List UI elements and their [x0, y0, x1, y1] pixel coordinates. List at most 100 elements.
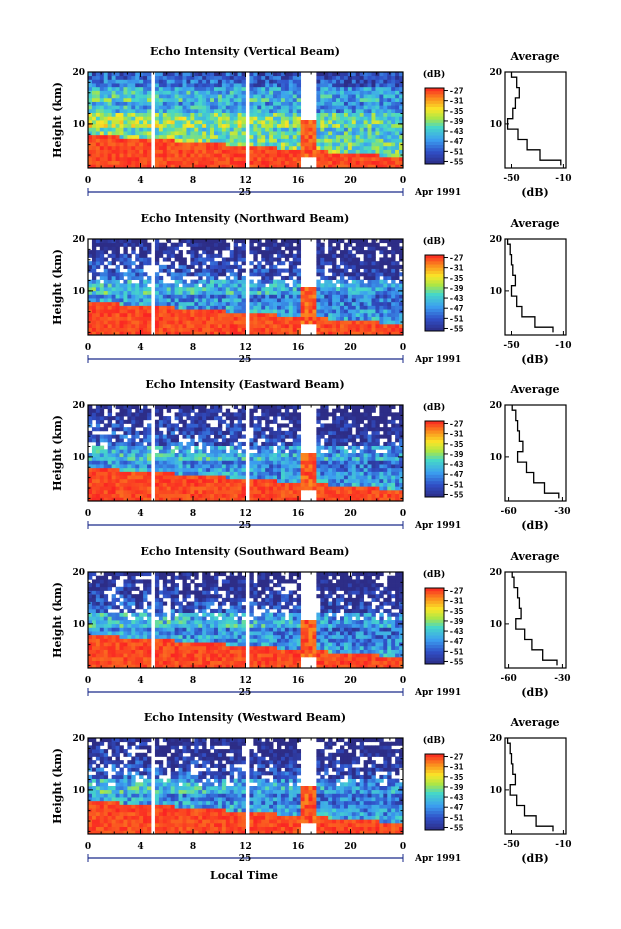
- average-frame: [504, 404, 567, 502]
- y-tick-label: 20: [72, 68, 85, 78]
- colorbar-segment: [425, 446, 444, 450]
- average-x-tick-label: -10: [555, 174, 571, 184]
- colorbar-tick-label: -27: [449, 753, 464, 762]
- colorbar-segment: [425, 626, 444, 630]
- average-x-tick-label: -60: [500, 507, 516, 517]
- x-tick-label: 0: [85, 343, 91, 353]
- colorbar-segment: [425, 591, 444, 595]
- average-x-tick-label: -50: [503, 840, 519, 850]
- colorbar-segment: [425, 481, 444, 485]
- colorbar-segment: [425, 103, 444, 108]
- panel-title: Echo Intensity (Vertical Beam): [150, 45, 340, 58]
- heatmap: [88, 572, 404, 669]
- colorbar-segment: [425, 814, 444, 818]
- average-frame: [504, 571, 567, 669]
- colorbar-segment: [425, 267, 444, 272]
- colorbar-segment: [425, 474, 444, 479]
- colorbar-segment: [425, 132, 444, 136]
- x-tick-label: 0: [85, 176, 91, 186]
- average-y-tick-label: 10: [489, 120, 502, 130]
- average-y-tick-label: 10: [489, 786, 502, 796]
- colorbar-segment: [425, 261, 444, 265]
- x-tick-label: 0: [400, 509, 406, 519]
- colorbar-segment: [425, 600, 444, 605]
- colorbar-segment: [425, 641, 444, 646]
- colorbar-tick-label: -47: [449, 637, 464, 646]
- colorbar-segment: [425, 283, 444, 288]
- colorbar-segment: [425, 107, 444, 111]
- average-x-axis-title: (dB): [521, 852, 548, 865]
- colorbar-segment: [425, 145, 444, 149]
- average-x-tick-label: -50: [503, 341, 519, 351]
- colorbar-segment: [425, 823, 444, 828]
- average-profile-line: [506, 239, 554, 333]
- colorbar-segment: [425, 588, 444, 592]
- average-profile-line: [506, 72, 562, 166]
- colorbar-frame: [424, 420, 445, 498]
- average-title: Average: [509, 217, 559, 230]
- colorbar-segment: [425, 471, 444, 476]
- x-tick-label: 16: [292, 343, 305, 353]
- colorbar-segment: [425, 465, 444, 469]
- x-tick-label: 0: [85, 676, 91, 686]
- x-tick-label: 20: [344, 343, 357, 353]
- colorbar-tick-label: -47: [449, 803, 464, 812]
- colorbar-segment: [425, 296, 444, 300]
- colorbar-segment: [425, 484, 444, 488]
- panel-title: Echo Intensity (Southward Beam): [141, 545, 350, 558]
- colorbar-tick-label: -55: [449, 324, 464, 333]
- colorbar-segment: [425, 782, 444, 787]
- x-tick-label: 8: [190, 176, 196, 186]
- date-day-label: 25: [239, 854, 252, 864]
- x-tick-label: 8: [190, 842, 196, 852]
- colorbar-segment: [425, 299, 444, 303]
- colorbar-segment: [425, 651, 444, 655]
- colorbar-tick-label: -47: [449, 137, 464, 146]
- colorbar-segment: [425, 462, 444, 466]
- x-tick-label: 12: [239, 176, 252, 186]
- colorbar-tick-label: -43: [449, 294, 464, 303]
- x-tick-label: 20: [344, 509, 357, 519]
- panel-title: Echo Intensity (Eastward Beam): [145, 378, 344, 391]
- average-frame: [504, 737, 567, 835]
- heatmap: [88, 72, 404, 169]
- colorbar-tick-label: -55: [449, 157, 464, 166]
- colorbar-segment: [425, 490, 444, 495]
- colorbar-segment: [425, 801, 444, 806]
- colorbar-tick-label: -27: [449, 587, 464, 596]
- average-title: Average: [509, 550, 559, 563]
- x-tick-label: 20: [344, 842, 357, 852]
- colorbar-segment: [425, 277, 444, 281]
- colorbar-segment: [425, 820, 444, 825]
- colorbar-segment: [425, 635, 444, 640]
- colorbar-segment: [425, 817, 444, 821]
- colorbar-segment: [425, 270, 444, 275]
- colorbar-frame: [424, 587, 445, 665]
- date-day-label: 25: [239, 688, 252, 698]
- y-axis-title: Height (km): [51, 582, 64, 658]
- colorbar-segment: [425, 645, 444, 649]
- average-x-axis-title: (dB): [521, 186, 548, 199]
- colorbar-segment: [425, 629, 444, 633]
- colorbar-segment: [425, 804, 444, 809]
- x-tick-label: 16: [292, 509, 305, 519]
- colorbar-segment: [425, 443, 444, 447]
- colorbar-segment: [425, 318, 444, 322]
- x-tick-label: 16: [292, 176, 305, 186]
- colorbar-unit: (dB): [423, 236, 445, 247]
- colorbar-segment: [425, 433, 444, 438]
- colorbar-segment: [425, 315, 444, 319]
- colorbar-tick-label: -43: [449, 627, 464, 636]
- date-month-label: Apr 1991: [414, 688, 461, 698]
- x-tick-label: 8: [190, 676, 196, 686]
- colorbar-segment: [425, 264, 444, 269]
- y-tick-label: 10: [72, 620, 85, 630]
- colorbar-segment: [425, 779, 444, 783]
- colorbar-segment: [425, 798, 444, 802]
- y-tick-label: 10: [72, 786, 85, 796]
- x-tick-label: 12: [239, 343, 252, 353]
- average-x-tick-label: -30: [554, 674, 570, 684]
- colorbar-segment: [425, 594, 444, 598]
- colorbar-segment: [425, 603, 444, 608]
